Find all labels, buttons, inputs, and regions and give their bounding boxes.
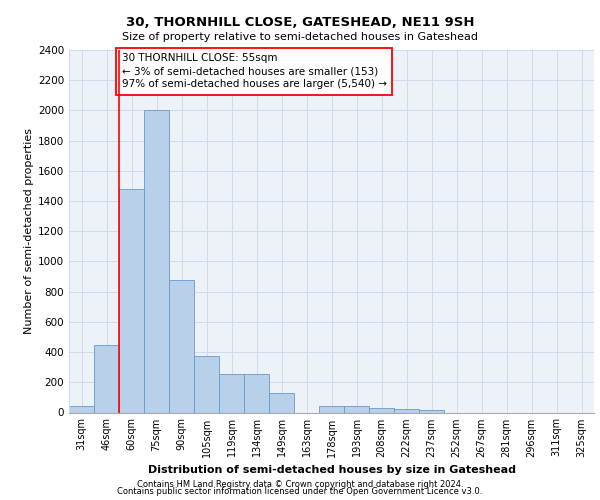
Bar [344,406,369,412]
Bar [369,408,394,412]
Text: 30 THORNHILL CLOSE: 55sqm
← 3% of semi-detached houses are smaller (153)
97% of : 30 THORNHILL CLOSE: 55sqm ← 3% of semi-d… [121,53,386,90]
Bar [219,374,244,412]
Bar [144,110,169,412]
Bar [269,393,294,412]
Bar [319,406,344,412]
Bar [244,374,269,412]
Y-axis label: Number of semi-detached properties: Number of semi-detached properties [24,128,34,334]
Bar [169,280,194,412]
Bar [194,356,219,412]
Bar [94,344,119,412]
Text: Contains HM Land Registry data © Crown copyright and database right 2024.: Contains HM Land Registry data © Crown c… [137,480,463,489]
Bar [419,410,444,412]
Text: Size of property relative to semi-detached houses in Gateshead: Size of property relative to semi-detach… [122,32,478,42]
X-axis label: Distribution of semi-detached houses by size in Gateshead: Distribution of semi-detached houses by … [148,465,515,475]
Bar [119,189,144,412]
Text: 30, THORNHILL CLOSE, GATESHEAD, NE11 9SH: 30, THORNHILL CLOSE, GATESHEAD, NE11 9SH [126,16,474,29]
Bar [394,410,419,412]
Text: Contains public sector information licensed under the Open Government Licence v3: Contains public sector information licen… [118,487,482,496]
Bar [69,406,94,412]
